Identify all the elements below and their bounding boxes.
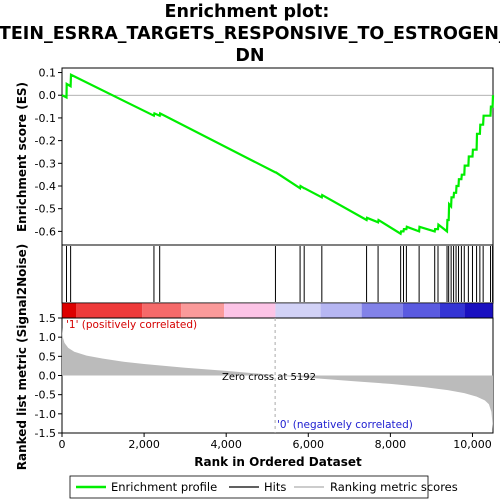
color-bar-segment <box>275 303 321 318</box>
ranking-y-axis-label: Ranked list metric (Signal2Noise) <box>15 244 29 471</box>
color-bar-segment <box>320 303 362 318</box>
x-tick-label: 10,000 <box>453 438 492 451</box>
enrichment-y-tick-label: -0.6 <box>35 225 56 238</box>
ranking-y-tick-label: -1.0 <box>35 408 56 421</box>
ranking-y-axis: -1.5 -1.0 -0.5 0.0 0.5 1.0 1.5 <box>35 312 62 440</box>
enrichment-y-tick-label: 0.1 <box>39 67 57 80</box>
color-bar-segment <box>62 303 77 318</box>
x-tick-label: 4,000 <box>210 438 242 451</box>
enrichment-y-tick-label: -0.5 <box>35 203 56 216</box>
x-axis: 0 2,000 4,000 6,000 8,000 10,000 <box>59 433 492 451</box>
ranking-y-tick-label: 0.5 <box>39 350 57 363</box>
ranking-y-tick-label: -0.5 <box>35 389 56 402</box>
chart-title-line-1: Enrichment plot: <box>165 2 330 22</box>
color-bar-segment <box>464 303 493 318</box>
ranking-y-tick-label: 1.5 <box>39 312 57 325</box>
ranking-y-tick-label: 1.0 <box>39 331 57 344</box>
hits-panel-frame <box>61 244 494 304</box>
ranking-metric-area <box>62 327 493 430</box>
ranking-color-bar <box>61 302 494 319</box>
chart-title-line-2: STEIN_ESRRA_TARGETS_RESPONSIVE_TO_ESTROG… <box>0 24 500 44</box>
negative-correlation-label: '0' (negatively correlated) <box>277 419 413 431</box>
ranking-y-tick-label: -1.5 <box>35 427 56 440</box>
chart-title-line-3: DN <box>235 46 264 66</box>
color-bar-segment <box>142 303 182 318</box>
legend-ranking-label: Ranking metric scores <box>330 480 458 494</box>
x-tick-label: 0 <box>59 438 66 451</box>
legend-profile-label: Enrichment profile <box>111 480 217 494</box>
ranking-y-tick-label: 0.0 <box>39 370 57 383</box>
color-bar-segment <box>224 303 276 318</box>
enrichment-y-tick-label: -0.4 <box>35 180 56 193</box>
enrichment-y-tick-label: 0.0 <box>39 89 57 102</box>
color-bar-segment <box>76 303 143 318</box>
enrichment-profile-line <box>61 73 495 236</box>
enrichment-y-tick-label: -0.1 <box>35 112 56 125</box>
x-tick-label: 8,000 <box>375 438 407 451</box>
color-bar-segment <box>361 303 403 318</box>
x-tick-label: 6,000 <box>293 438 325 451</box>
enrichment-y-axis-label: Enrichment score (ES) <box>15 82 29 232</box>
zero-cross-label: Zero cross at 5192 <box>222 372 316 383</box>
hits-rug <box>66 246 494 302</box>
x-tick-label: 2,000 <box>128 438 160 451</box>
color-bar-segment <box>439 303 465 318</box>
enrichment-y-axis: -0.6 -0.5 -0.4 -0.3 -0.2 -0.1 0.0 0.1 <box>35 67 62 238</box>
chart-title: Enrichment plot: STEIN_ESRRA_TARGETS_RES… <box>0 2 500 66</box>
color-bar-segment <box>402 303 440 318</box>
x-axis-label: Rank in Ordered Dataset <box>194 455 362 469</box>
enrichment-panel-frame <box>61 67 494 246</box>
positive-correlation-label: '1' (positively correlated) <box>66 319 197 331</box>
enrichment-y-tick-label: -0.3 <box>35 157 56 170</box>
legend-hits-label: Hits <box>264 480 286 494</box>
legend: Enrichment profile Hits Ranking metric s… <box>69 475 458 499</box>
enrichment-y-tick-label: -0.2 <box>35 135 56 148</box>
color-bar-segment <box>181 303 225 318</box>
